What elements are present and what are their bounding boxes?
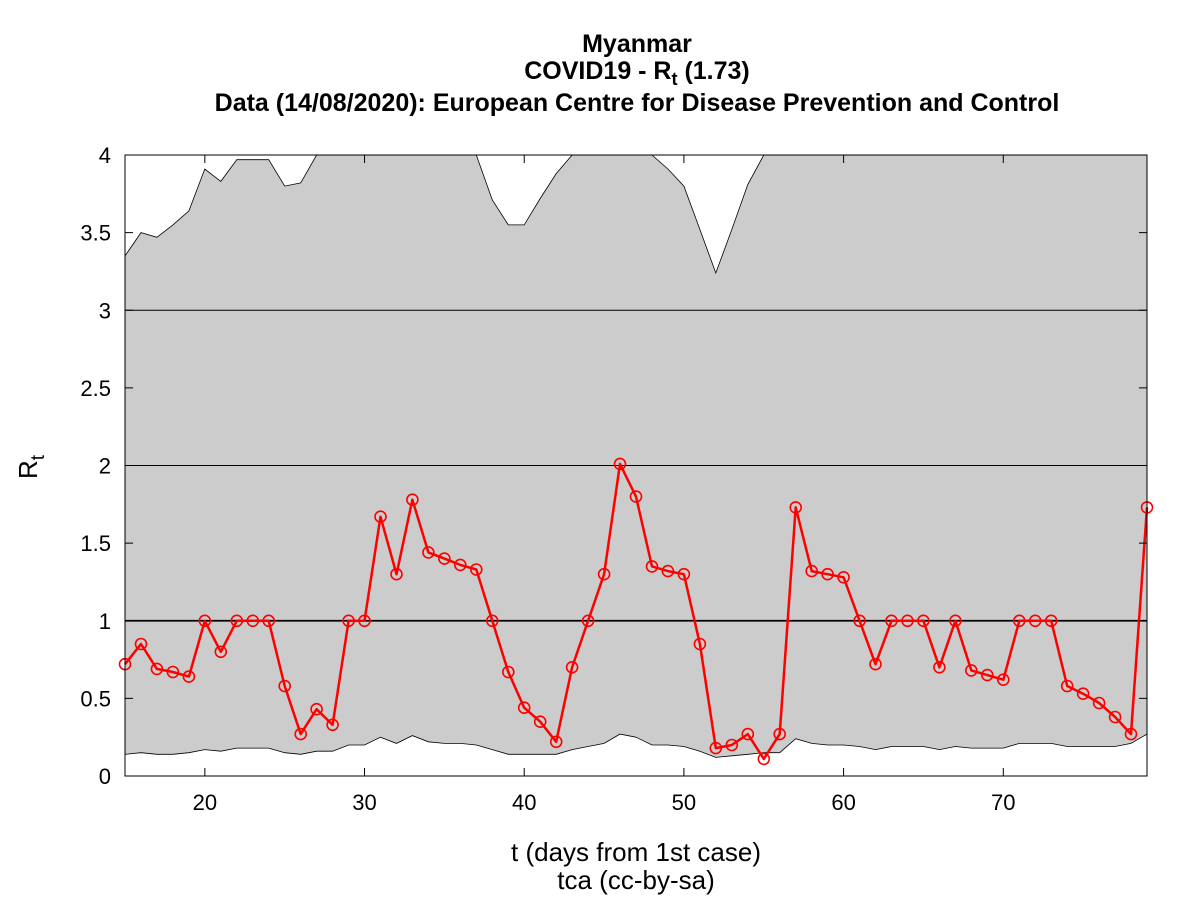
data-point (773, 727, 787, 741)
y-tick-label: 4 (99, 143, 111, 168)
y-tick-label: 3.5 (80, 221, 111, 246)
data-point (1028, 614, 1042, 628)
data-point (613, 457, 627, 471)
data-point (549, 735, 563, 749)
y-tick-label: 2 (99, 454, 111, 479)
y-axis-label: Rt (13, 454, 49, 479)
data-point (214, 645, 228, 659)
data-point (996, 673, 1010, 687)
data-point (725, 738, 739, 752)
data-point (980, 668, 994, 682)
x-tick-label: 30 (352, 790, 376, 815)
data-point (469, 563, 483, 576)
band-area (125, 155, 1147, 758)
x-tick-label: 50 (672, 790, 696, 815)
data-point (182, 670, 196, 683)
y-tick-label: 0 (99, 764, 111, 789)
data-point (406, 493, 419, 507)
data-point (821, 567, 834, 581)
x-tick-label: 40 (512, 790, 536, 815)
title-line-2-suffix: (1.73) (678, 57, 750, 85)
y-tick-label: 2.5 (80, 376, 111, 401)
data-point (901, 614, 914, 628)
data-point (869, 657, 882, 671)
data-point (533, 715, 547, 729)
data-point (709, 741, 723, 755)
x-axis-ticks: 20 30 40 50 60 70 (193, 155, 1016, 815)
title-line-2-prefix: COVID19 - R (524, 57, 671, 85)
data-point (597, 567, 611, 581)
data-point (565, 660, 579, 674)
data-point (1044, 614, 1058, 628)
data-point (230, 614, 244, 628)
data-point (757, 752, 771, 766)
data-point (438, 552, 451, 565)
x-axis-label-credit: tca (cc-by-sa) (557, 865, 714, 895)
confidence-band (124, 154, 1148, 758)
data-point (501, 665, 515, 679)
data-point (166, 665, 180, 679)
x-tick-label: 60 (831, 790, 855, 815)
data-point (1092, 696, 1106, 710)
data-point (1124, 727, 1138, 741)
y-axis-ticks: 0 0.5 1 1.5 2 2.5 3 3.5 4 (80, 143, 1147, 789)
data-point (246, 614, 260, 628)
title-line-2: COVID19 - Rt (1.73) (524, 57, 750, 89)
data-point (933, 660, 946, 674)
y-tick-label: 1 (99, 609, 111, 634)
data-point (693, 637, 707, 651)
data-point (294, 727, 308, 741)
data-point (262, 614, 276, 628)
y-axis-label-main: R (13, 460, 43, 479)
data-point (310, 702, 323, 716)
data-point (422, 546, 435, 559)
title-line-3: Data (14/08/2020): European Centre for D… (215, 89, 1060, 117)
data-point (949, 614, 962, 628)
data-point (358, 614, 371, 628)
data-point (374, 510, 387, 524)
data-point (278, 679, 292, 693)
data-point (885, 614, 898, 628)
reference-lines (125, 309, 1147, 622)
data-point (517, 701, 531, 715)
data-point (1060, 679, 1074, 693)
title-line-1: Myanmar (582, 30, 692, 58)
data-point (661, 564, 675, 578)
data-point (645, 560, 659, 573)
data-point (453, 558, 467, 572)
data-point (198, 614, 212, 628)
data-point (917, 614, 930, 628)
x-axis-label: t (days from 1st case) (511, 837, 761, 867)
data-point (964, 664, 978, 677)
data-point (581, 614, 595, 628)
chart-title: Myanmar COVID19 - Rt (1.73) Data (14/08/… (215, 30, 1060, 117)
data-point (1012, 614, 1026, 628)
data-point (805, 564, 819, 578)
x-tick-label: 20 (193, 790, 217, 815)
data-point (837, 570, 850, 584)
data-point (789, 501, 803, 514)
data-point (390, 567, 403, 581)
data-point (342, 614, 355, 628)
rt-series (118, 457, 1154, 766)
x-tick-label: 70 (991, 790, 1015, 815)
band-lower-edge (124, 733, 1148, 758)
data-point (485, 614, 499, 628)
y-tick-label: 0.5 (80, 686, 111, 711)
data-point (677, 567, 691, 581)
data-point (741, 727, 755, 741)
data-point (1108, 710, 1122, 724)
data-point (326, 718, 339, 732)
y-tick-label: 1.5 (80, 531, 111, 556)
data-point (629, 490, 643, 503)
title-line-2-subscript: t (672, 69, 678, 89)
data-point (853, 614, 866, 628)
data-point (1076, 687, 1090, 701)
data-point (150, 662, 164, 676)
y-tick-label: 3 (99, 298, 111, 323)
data-point (134, 637, 148, 651)
y-axis-label-subscript: t (28, 454, 49, 460)
